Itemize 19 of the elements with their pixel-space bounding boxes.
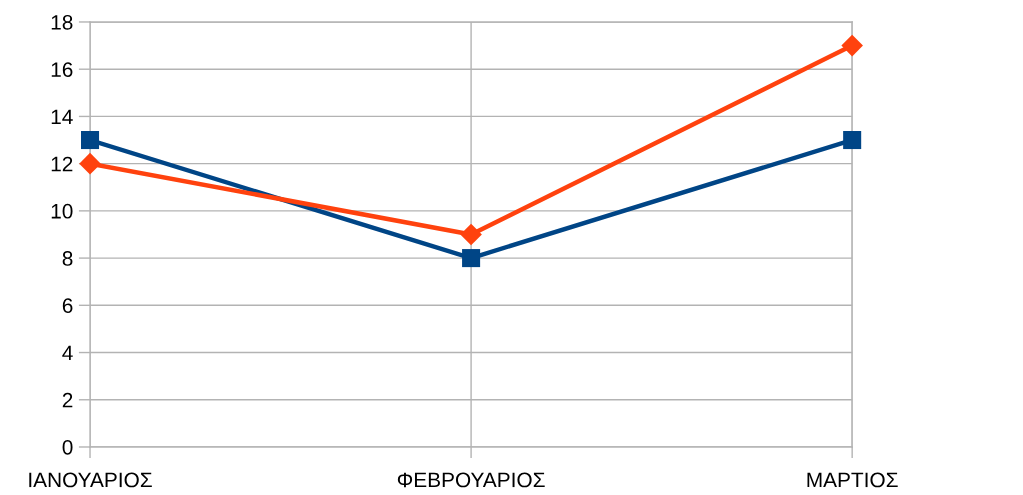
y-tick-label: 16: [51, 62, 73, 77]
point: [462, 249, 481, 268]
y-tick-label: 8: [62, 251, 73, 266]
point: [841, 34, 863, 57]
y-tick-label: 2: [62, 392, 73, 408]
y-tick-label: 14: [51, 109, 73, 124]
y-tick-label: 18: [51, 14, 73, 30]
x-tick-label: ΦΕΒΡΟΥΑΡΙΟΣ: [397, 472, 545, 488]
y-tick-label: 0: [62, 439, 73, 455]
x-tick-label: ΜΑΡΤΙΟΣ: [807, 472, 898, 488]
y-tick-label: 10: [51, 203, 73, 219]
y-tick-label: 6: [62, 298, 73, 314]
point: [843, 131, 862, 150]
point: [460, 223, 482, 246]
point: [81, 131, 100, 150]
x-tick-label: ΙΑΝΟΥΑΡΙΟΣ: [29, 472, 152, 488]
y-tick-label: 12: [51, 156, 73, 172]
point: [79, 152, 101, 175]
y-tick-label: 4: [62, 345, 73, 361]
